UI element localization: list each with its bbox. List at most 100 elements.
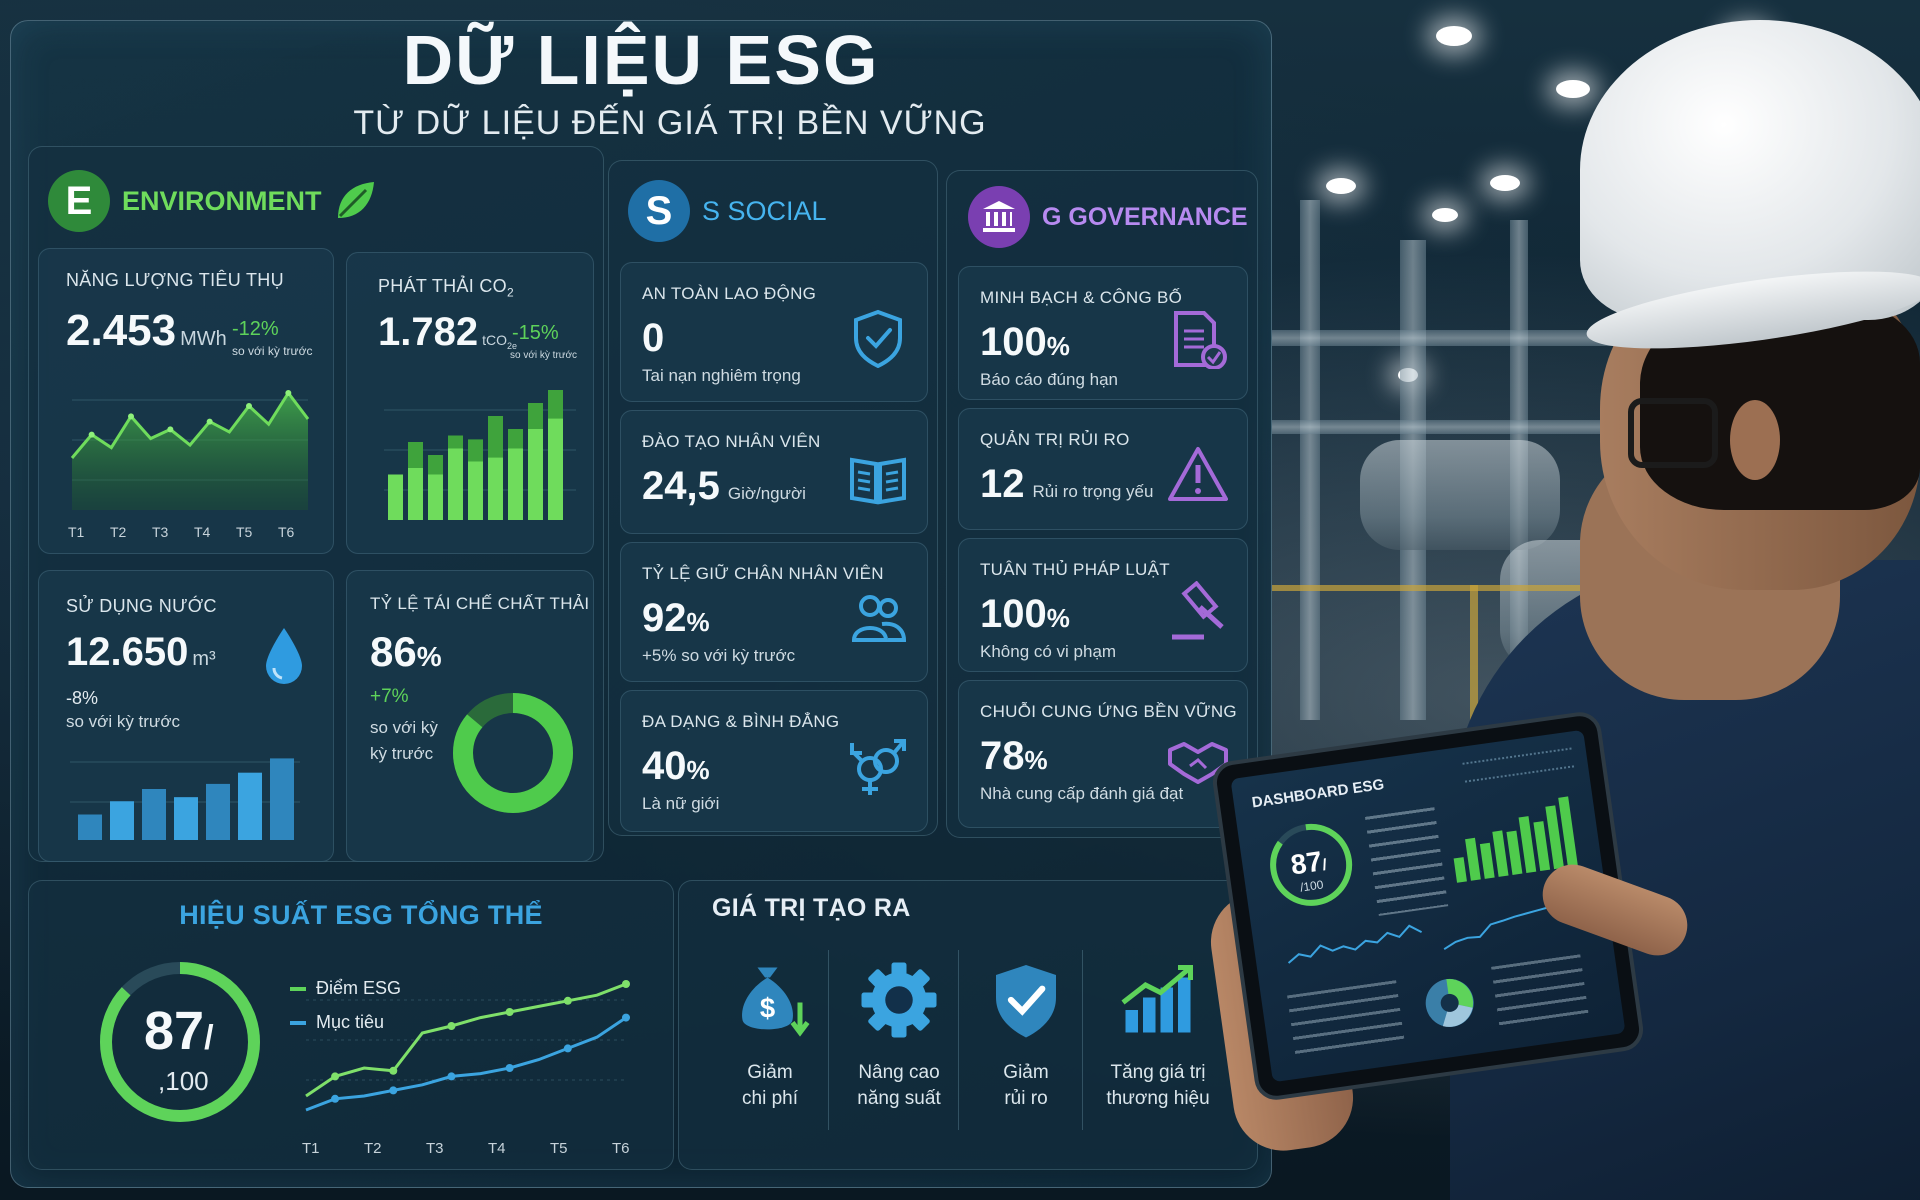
overall-x-tick: T3 xyxy=(426,1140,444,1157)
social-kpi-value: 0 xyxy=(642,316,664,361)
energy-x-tick: T2 xyxy=(110,524,127,540)
target-point xyxy=(505,1064,514,1072)
legend-score: Điểm ESG xyxy=(316,978,402,998)
gavel-icon xyxy=(1172,581,1224,640)
energy-change: -12% xyxy=(232,318,279,340)
gov-kpi-desc: Báo cáo đúng hạn xyxy=(980,370,1119,389)
energy-label: NĂNG LƯỢNG TIÊU THỤ xyxy=(66,270,284,290)
co2-bar-segment xyxy=(508,448,523,520)
overall-x-tick: T2 xyxy=(364,1140,382,1157)
social-header: S S SOCIAL xyxy=(628,180,827,242)
recycle-pct: % xyxy=(416,641,442,672)
target-point xyxy=(447,1072,456,1081)
environment-title: ENVIRONMENT xyxy=(122,185,322,216)
social-kpi-value: 24,5 Giờ/người xyxy=(642,464,806,509)
gov-kpi-label: TUÂN THỦ PHÁP LUẬT xyxy=(980,560,1170,579)
score-point xyxy=(389,1066,398,1075)
overall-score-max: ,100 xyxy=(158,1066,209,1096)
tablet-line-chart xyxy=(1287,924,1423,964)
overall-score: 87/ xyxy=(144,1000,214,1062)
co2-unit-text: tCO xyxy=(482,332,507,348)
water-number: 12.650 xyxy=(66,630,189,674)
gov-kpi-card[interactable] xyxy=(958,680,1248,828)
energy-x-tick: T6 xyxy=(278,524,295,540)
tablet-pie-chart xyxy=(1425,978,1474,1027)
target-point xyxy=(563,1044,572,1053)
gov-kpi-unit: % xyxy=(1024,745,1048,775)
recycle-donut xyxy=(453,693,573,813)
water-bar xyxy=(206,783,230,840)
leaf-icon xyxy=(337,182,374,218)
growth-chart-icon xyxy=(1121,965,1193,1033)
warning-icon xyxy=(1168,447,1228,501)
social-kpi-number: 24,5 xyxy=(642,464,720,508)
overall-score-number: 87 xyxy=(144,1001,205,1061)
energy-point xyxy=(285,390,292,396)
railing xyxy=(1470,585,1478,725)
money-bag-icon: $ xyxy=(742,967,810,1037)
overall-x-tick: T4 xyxy=(488,1140,506,1157)
energy-compare: so với kỳ trước xyxy=(232,344,313,358)
tablet-bar xyxy=(1545,805,1564,870)
tablet-screen[interactable]: DASHBOARD ESG 87/ /100 xyxy=(1230,729,1626,1083)
co2-unit: tCO2e xyxy=(482,332,518,351)
ceiling-light xyxy=(1490,175,1520,191)
water-bar xyxy=(270,758,294,840)
water-bar xyxy=(142,789,166,840)
social-kpi-number: 40 xyxy=(642,744,687,788)
overall-x-tick: T1 xyxy=(302,1140,320,1157)
energy-x-tick: T4 xyxy=(194,524,211,540)
value-divider xyxy=(958,950,959,1130)
water-bar xyxy=(174,797,198,840)
tablet-bar xyxy=(1479,842,1495,879)
value-label: Tăng giá trị xyxy=(1110,1062,1206,1083)
shield-check-icon xyxy=(996,965,1056,1038)
co2-bar-segment xyxy=(468,461,483,520)
water-compare: so với kỳ trước xyxy=(66,712,180,731)
water-bar xyxy=(78,814,102,840)
tablet-bar xyxy=(1558,796,1578,868)
legend-score-swatch xyxy=(290,987,306,991)
social-kpi-unit: % xyxy=(686,755,710,785)
social-kpi-card[interactable] xyxy=(620,262,928,402)
social-kpi-desc: +5% so với kỳ trước xyxy=(642,646,796,665)
overall-line-chart xyxy=(305,980,630,1112)
tablet-table xyxy=(1287,980,1405,1055)
co2-unit-sub: 2e xyxy=(507,340,518,351)
value-label: Nâng cao xyxy=(858,1062,940,1083)
co2-change: -15% xyxy=(512,322,559,344)
gov-kpi-desc: Nhà cung cấp đánh giá đạt xyxy=(980,784,1184,803)
gov-kpi-card[interactable] xyxy=(958,538,1248,672)
gov-kpi-label: CHUỖI CUNG ỨNG BỀN VỮNG xyxy=(980,702,1237,721)
tablet-bar xyxy=(1453,857,1467,883)
ceiling-light xyxy=(1326,178,1356,194)
gov-kpi-value: 78% xyxy=(980,734,1048,779)
social-kpi-label: TỶ LỆ GIỮ CHÂN NHÂN VIÊN xyxy=(642,564,884,583)
water-bar xyxy=(110,801,134,840)
energy-x-tick: T5 xyxy=(236,524,253,540)
co2-label: PHÁT THẢI CO2 xyxy=(378,276,514,300)
recycle-donut-arc xyxy=(453,693,573,813)
tablet-score-ring xyxy=(1270,823,1353,906)
tablet-bar xyxy=(1492,830,1509,877)
value-label: Giảm xyxy=(747,1062,793,1083)
tablet-score-number: 87 xyxy=(1288,845,1324,881)
target-point xyxy=(331,1094,340,1103)
co2-bar-segment xyxy=(528,429,543,520)
overall-section xyxy=(28,880,674,1170)
overall-ring-arc xyxy=(100,962,260,1122)
social-badge: S xyxy=(628,180,690,242)
pipe xyxy=(1272,420,1632,434)
tablet-device[interactable]: DASHBOARD ESG 87/ /100 xyxy=(1210,709,1646,1103)
tablet-score: 87/ xyxy=(1289,845,1329,882)
pipe xyxy=(1272,330,1652,346)
tablet-bar xyxy=(1533,821,1551,872)
social-kpi-label: ĐA DẠNG & BÌNH ĐẲNG xyxy=(642,712,840,731)
energy-unit: MWh xyxy=(180,328,227,350)
environment-header: E ENVIRONMENT xyxy=(48,170,378,232)
social-kpi-number: 92 xyxy=(642,596,687,640)
energy-point xyxy=(167,426,174,433)
co2-bar-segment xyxy=(448,448,463,520)
gov-kpi-card[interactable] xyxy=(958,266,1248,400)
tablet-title: DASHBOARD ESG xyxy=(1250,776,1386,812)
